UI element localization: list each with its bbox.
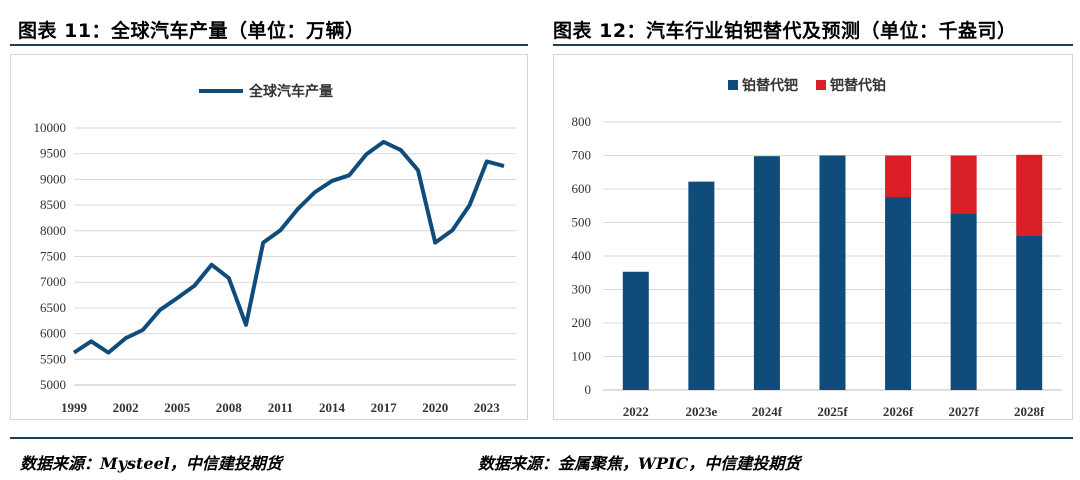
y-tick-label: 400 [572,248,592,263]
y-tick-label: 300 [572,282,592,297]
y-tick-label: 9500 [40,146,66,161]
x-tick-label: 2025f [817,404,848,419]
y-tick-label: 6500 [40,300,66,315]
x-tick-label: 2027f [948,404,979,419]
x-tick-label: 1999 [61,400,88,415]
legend-label: 全球汽车产量 [248,83,333,100]
y-tick-label: 500 [572,215,592,230]
y-tick-label: 100 [572,349,592,364]
bar-pd-replaces-pt [1016,154,1043,236]
bar-pt-replaces-pd [1016,235,1043,390]
x-tick-label: 2017 [371,400,398,415]
y-tick-label: 800 [572,114,592,129]
legend-label: 铂替代钯 [742,77,798,94]
line-chart: 5000 5500 6000 6500 7000 7500 8000 8500 9000 9500… [34,83,516,415]
x-tick-label: 2023e [685,404,717,419]
y-tick-label: 0 [585,382,592,397]
x-tick-label: 2028f [1014,404,1045,419]
right-title-rule [553,44,1073,46]
bar-pt-replaces-pd [950,213,977,390]
legend-swatch-pt-replaces-pd [728,80,738,90]
bar-pt-replaces-pd [622,271,649,390]
y-tick-label: 8000 [40,223,66,238]
bar-chart: 0 100 200 300 400 500 600 700 800 2022 2023e 2024f 2… [572,77,1062,419]
legend-label: 钯替代铂 [829,77,886,94]
right-chart-title: 图表 12：汽车行业铂钯替代及预测（单位：千盎司） [553,20,1017,42]
left-title-rule [10,44,528,46]
bar-pd-replaces-pt [950,155,977,214]
bar-pt-replaces-pd [819,155,846,390]
x-tick-label: 2008 [216,400,243,415]
bar-pt-replaces-pd [753,156,780,390]
bar-pt-replaces-pd [885,197,912,390]
x-tick-label: 2002 [113,400,139,415]
y-tick-label: 8500 [40,197,66,212]
y-tick-label: 5500 [40,351,66,366]
left-chart-title: 图表 11：全球汽车产量（单位：万辆） [18,20,365,42]
left-source-note: 数据来源：Mysteel，中信建投期货 [20,454,282,473]
y-tick-label: 5000 [40,377,66,392]
x-tick-label: 2026f [883,404,914,419]
y-tick-label: 600 [572,181,592,196]
x-tick-label: 2020 [422,400,448,415]
y-tick-label: 200 [572,315,592,330]
x-tick-label: 2022 [623,404,649,419]
right-source-note: 数据来源：金属聚焦，WPIC，中信建投期货 [478,454,801,473]
x-tick-label: 2023 [474,400,501,415]
bar-chart-panel: 0 100 200 300 400 500 600 700 800 2022 2023e 2024f 2… [553,54,1073,420]
x-tick-label: 2024f [752,404,783,419]
y-tick-label: 700 [572,148,592,163]
x-tick-label: 2014 [319,400,346,415]
y-tick-label: 7500 [40,249,66,264]
bar-pd-replaces-pt [885,155,912,198]
bar-pt-replaces-pd [688,181,715,390]
y-tick-label: 6000 [40,326,66,341]
line-chart-panel: 5000 5500 6000 6500 7000 7500 8000 8500 9000 9500… [10,54,528,420]
series-line-global-auto-production [72,139,505,355]
bottom-rule [10,437,1073,439]
y-tick-label: 9000 [40,171,66,186]
x-tick-label: 2005 [164,400,191,415]
x-tick-label: 2011 [268,400,293,415]
y-tick-label: 7000 [40,274,66,289]
legend-swatch-pd-replaces-pt [816,80,826,90]
y-tick-label: 10000 [34,120,67,135]
